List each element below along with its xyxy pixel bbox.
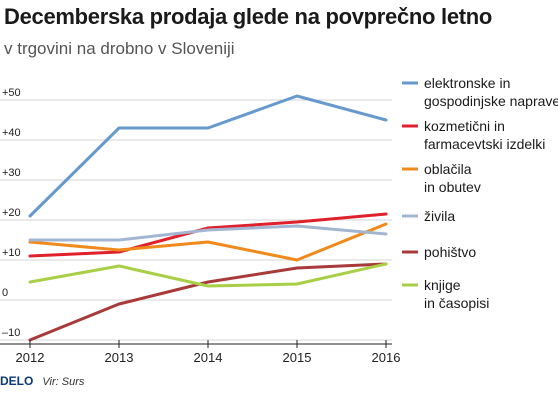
series-layer [28, 94, 388, 342]
chart-title: Decemberska prodaja glede na povprečno l… [4, 4, 493, 29]
y-tick-label: +10 [2, 247, 21, 259]
legend-label: kozmetični in [424, 118, 505, 134]
series-line [28, 212, 388, 258]
x-axis: 2012 2013 2014 2015 2016 [0, 340, 400, 365]
legend: elektronske in gospodinjske naprave kozmet… [402, 75, 558, 311]
legend-label: in časopisi [424, 295, 489, 311]
y-tick-label: +20 [2, 207, 21, 219]
legend-label: knjige [424, 277, 461, 293]
series-line [28, 94, 388, 218]
y-tick-label: 0 [2, 287, 8, 299]
y-tick-label: –10 [2, 327, 20, 339]
legend-label: farmacevtski izdelki [424, 136, 545, 152]
y-tick-label: +50 [2, 87, 21, 99]
y-tick-label: +40 [2, 127, 21, 139]
footer: DELO Vir: Surs [0, 374, 558, 392]
y-tick-label: +30 [2, 167, 21, 179]
legend-label: oblačila [424, 161, 472, 177]
series-line [28, 222, 388, 262]
x-tick-label: 2013 [105, 350, 134, 365]
legend-label: živila [424, 208, 455, 224]
grid-layer: –10 0 +10 +20 +30 +40 +50 [0, 87, 392, 341]
source-note: Vir: Surs [42, 376, 85, 388]
chart-subtitle: v trgovini na drobno v Sloveniji [4, 39, 235, 58]
series-line [28, 224, 388, 242]
legend-label: pohištvo [424, 244, 476, 260]
x-tick-label: 2016 [372, 350, 401, 365]
legend-label: gospodinjske naprave [424, 93, 558, 109]
x-tick-label: 2014 [194, 350, 223, 365]
x-tick-label: 2015 [283, 350, 312, 365]
publisher-logo: DELO [0, 374, 34, 388]
legend-label: in obutev [424, 179, 481, 195]
x-tick-label: 2012 [16, 350, 45, 365]
series-line [28, 262, 388, 288]
legend-label: elektronske in [424, 75, 510, 91]
series-line [28, 262, 388, 342]
